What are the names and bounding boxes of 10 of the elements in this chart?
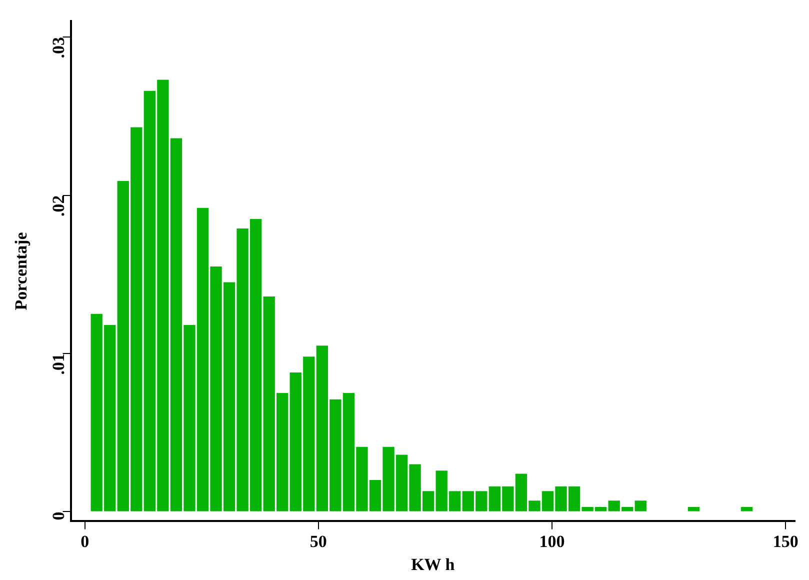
- x-axis-title: KW h: [411, 555, 456, 574]
- y-tick-label: .01: [49, 353, 68, 375]
- y-tick-label: .02: [49, 195, 68, 216]
- x-tick-label: 0: [80, 532, 90, 551]
- x-tick-label: 150: [772, 532, 798, 551]
- x-tick-label: 50: [310, 532, 327, 551]
- y-tick-label: 0: [49, 512, 68, 520]
- x-tick-label: 100: [539, 532, 565, 551]
- y-axis-title: Porcentaje: [12, 232, 31, 310]
- y-tick-label: .03: [49, 37, 68, 58]
